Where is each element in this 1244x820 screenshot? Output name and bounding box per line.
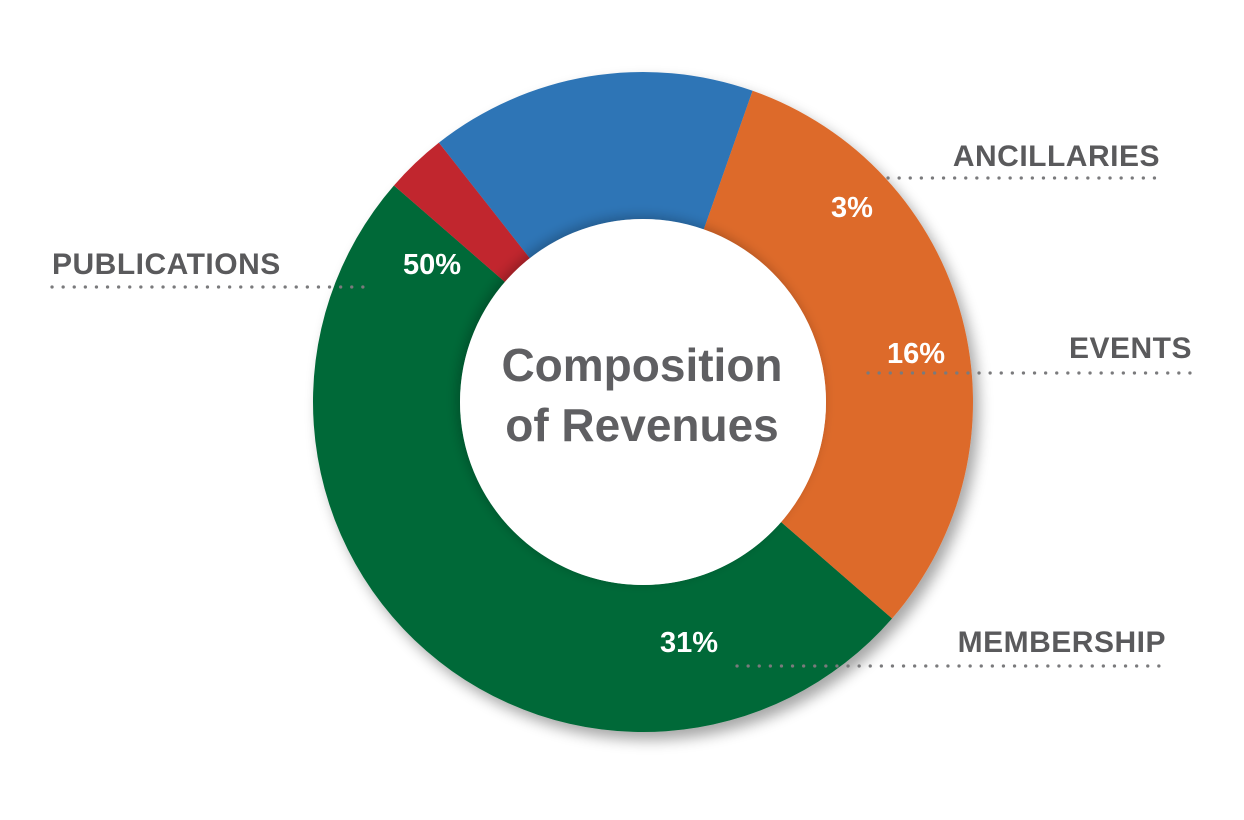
slice-events: [438, 72, 753, 259]
category-label-membership: MEMBERSHIP: [958, 626, 1166, 659]
donut-hole: [460, 219, 826, 585]
pct-label-publications: 50%: [403, 249, 461, 281]
leader-lines: [50, 176, 1195, 668]
slice-publications: [312, 185, 893, 733]
category-label-publications: PUBLICATIONS: [52, 248, 281, 281]
pct-label-ancillaries: 3%: [831, 192, 873, 224]
chart-title-line-1: Composition: [501, 339, 782, 391]
pct-label-membership: 31%: [660, 627, 718, 659]
chart-title-line-2: of Revenues: [505, 399, 779, 451]
percentage-labels: 50% 3% 16% 31%: [403, 192, 945, 659]
category-label-ancillaries: ANCILLARIES: [953, 140, 1160, 173]
slice-membership: [703, 90, 973, 619]
slice-ancillaries: [393, 142, 530, 282]
pct-label-events: 16%: [887, 338, 945, 370]
category-labels: PUBLICATIONS ANCILLARIES EVENTS MEMBERSHIP: [52, 140, 1192, 659]
donut-slices: [312, 72, 973, 733]
category-label-events: EVENTS: [1069, 332, 1192, 365]
